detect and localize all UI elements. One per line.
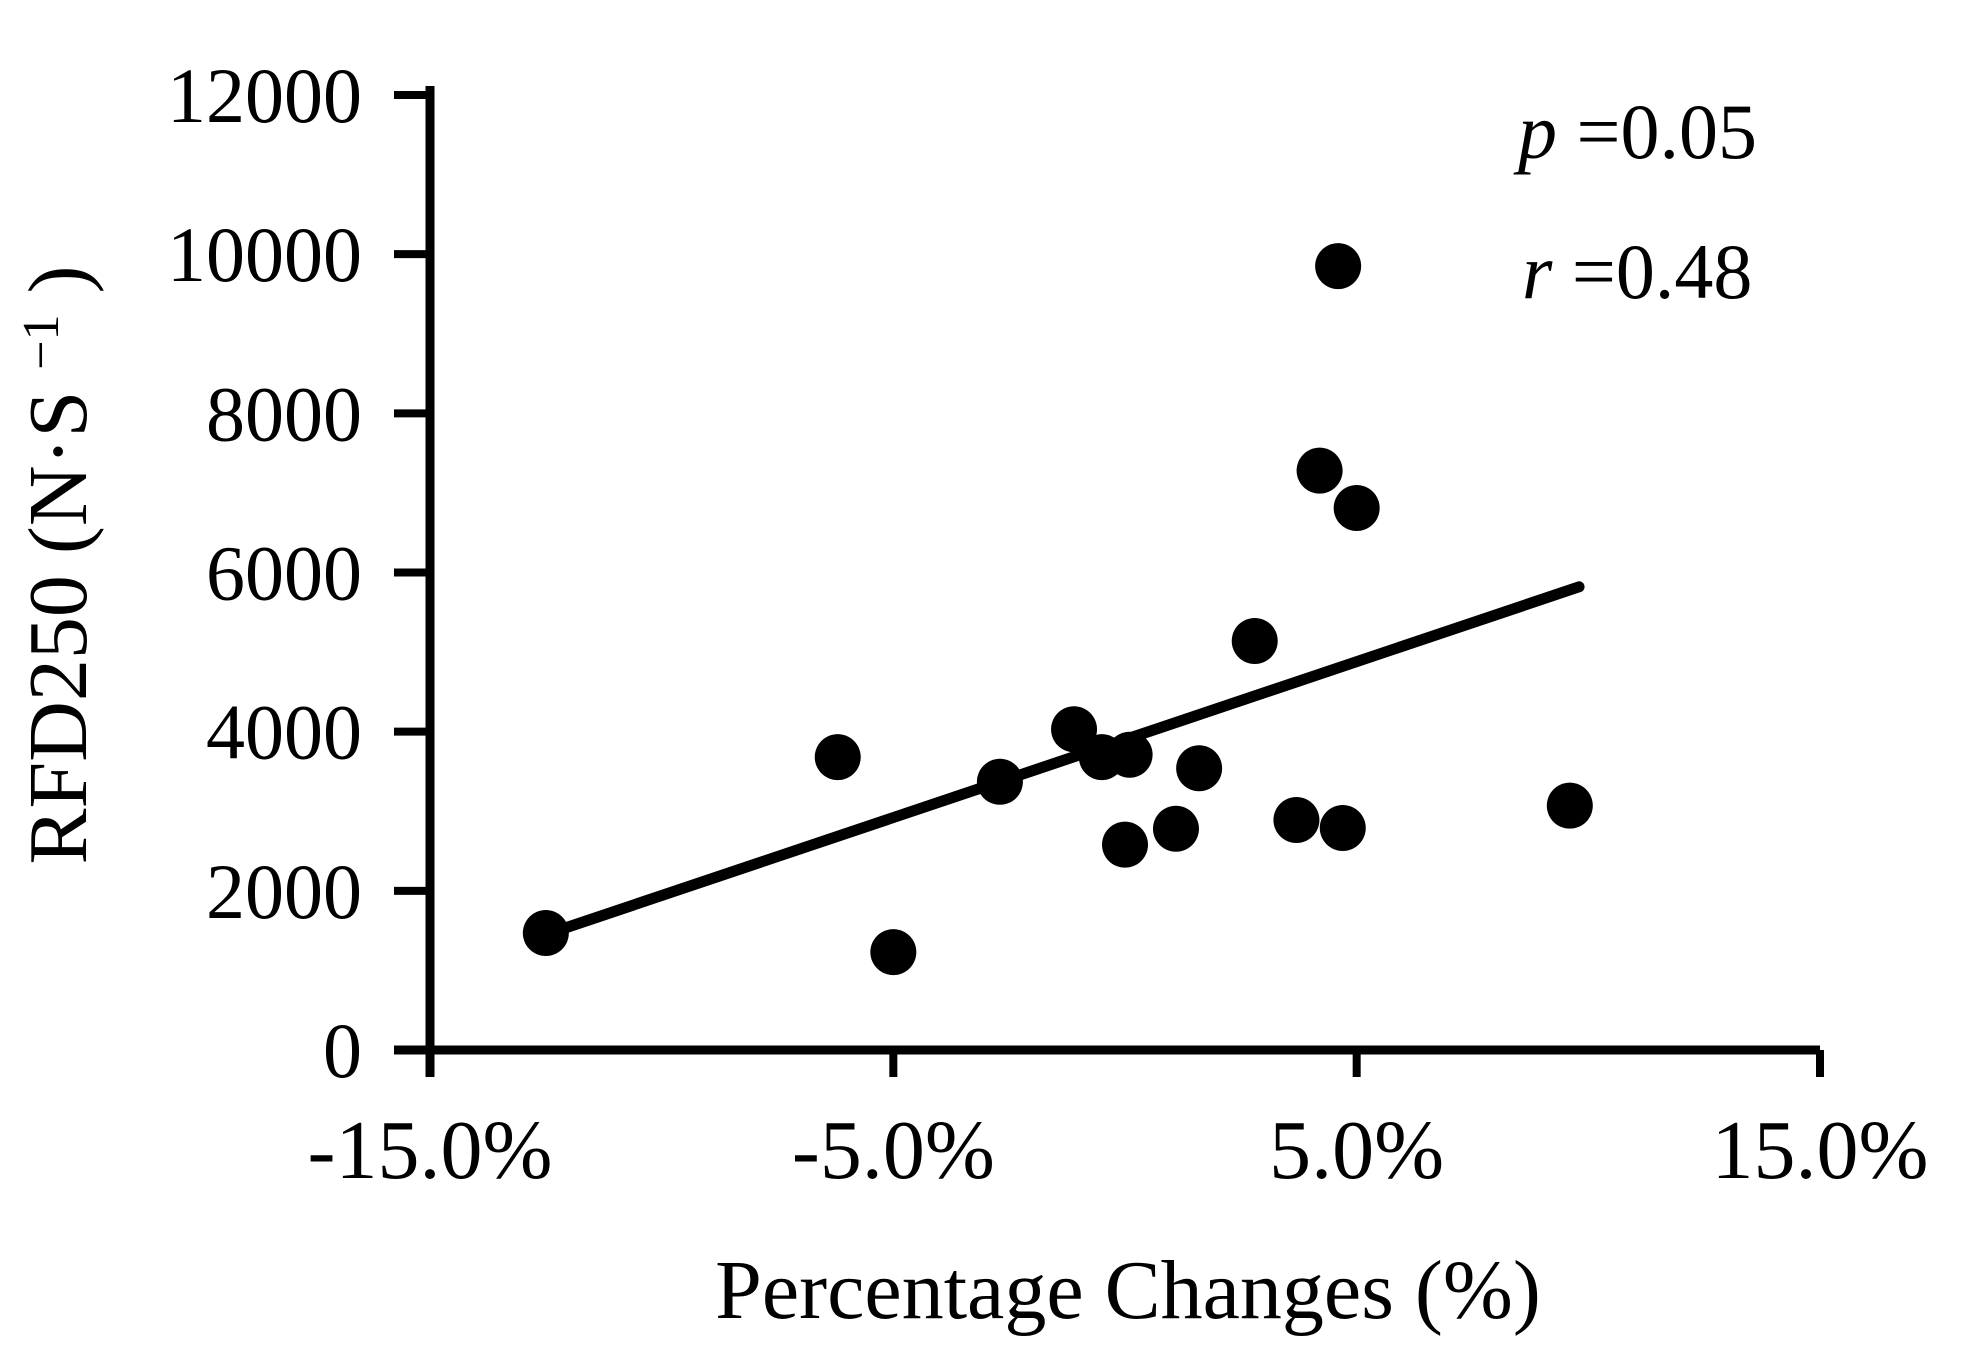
annotation-r-value: r =0.48 bbox=[1522, 228, 1752, 315]
y-axis-title-close-paren: ) bbox=[12, 265, 105, 293]
data-point bbox=[976, 758, 1023, 805]
data-point bbox=[1102, 821, 1148, 868]
y-axis-title-superscript: −1 bbox=[13, 314, 70, 369]
x-tick-label: -5.0% bbox=[792, 1104, 995, 1197]
data-point bbox=[1152, 805, 1199, 852]
y-tick-label: 8000 bbox=[206, 370, 362, 457]
data-point bbox=[1333, 485, 1380, 532]
y-axis-title-main: RFD250 (N·S bbox=[12, 391, 105, 865]
annotation-p-symbol: p bbox=[1513, 88, 1557, 175]
data-point bbox=[1319, 804, 1366, 851]
data-point bbox=[1546, 782, 1593, 829]
y-tick-label: 4000 bbox=[206, 689, 362, 776]
annotation-r-rest: =0.48 bbox=[1572, 228, 1753, 315]
x-tick-label: 15.0% bbox=[1712, 1104, 1929, 1197]
y-tick-label: 0 bbox=[323, 1007, 362, 1094]
data-point bbox=[1273, 797, 1320, 844]
tick-labels-group: 0 2000 4000 6000 8000 10000 12000 -15.0% -5.0% 5.… bbox=[167, 52, 1928, 1197]
ticks-group bbox=[394, 91, 1824, 1077]
data-point bbox=[1231, 617, 1278, 664]
trendline-group bbox=[558, 581, 1585, 934]
y-tick-label: 12000 bbox=[167, 52, 362, 139]
annotation-r-symbol: r bbox=[1522, 228, 1553, 315]
data-point bbox=[1315, 243, 1362, 290]
x-tick-label: -15.0% bbox=[308, 1104, 553, 1197]
x-axis-title: Percentage Changes (%) bbox=[715, 1244, 1541, 1337]
data-point bbox=[814, 734, 861, 781]
data-point bbox=[522, 910, 569, 957]
data-point bbox=[1296, 447, 1343, 494]
x-tick-label: 5.0% bbox=[1269, 1104, 1444, 1197]
y-axis-title: RFD250 (N·S −1 ) bbox=[0, 265, 105, 864]
y-tick-label: 10000 bbox=[167, 211, 362, 298]
trend-line bbox=[558, 581, 1585, 934]
data-point bbox=[1051, 706, 1098, 753]
data-point bbox=[870, 929, 917, 976]
annotation-p-rest: =0.05 bbox=[1577, 88, 1758, 175]
data-point bbox=[1106, 731, 1153, 778]
y-tick-label: 6000 bbox=[206, 530, 362, 617]
annotation-p-value: p =0.05 bbox=[1513, 88, 1757, 175]
data-points-group bbox=[522, 243, 1593, 976]
data-point bbox=[1176, 745, 1223, 792]
y-tick-label: 2000 bbox=[206, 848, 362, 935]
